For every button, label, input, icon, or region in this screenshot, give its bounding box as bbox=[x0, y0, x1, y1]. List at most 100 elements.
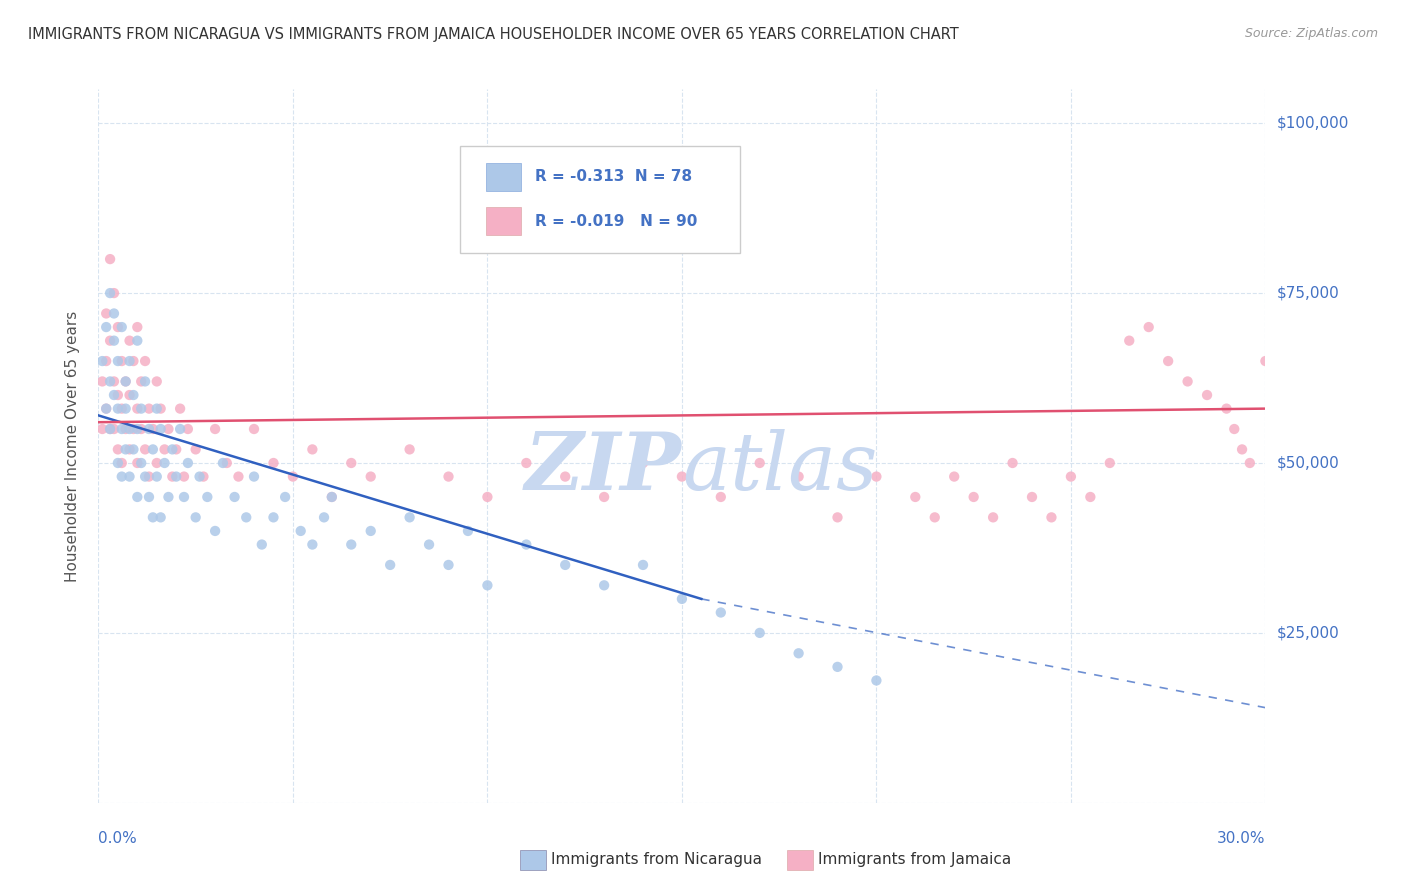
Point bbox=[107, 442, 129, 457]
Point bbox=[122, 354, 145, 368]
Point bbox=[184, 510, 207, 524]
Point bbox=[149, 401, 172, 416]
Point bbox=[107, 388, 129, 402]
Point bbox=[321, 490, 343, 504]
Point bbox=[177, 456, 200, 470]
Point bbox=[129, 401, 152, 416]
Point bbox=[924, 510, 946, 524]
Point bbox=[169, 422, 191, 436]
Point bbox=[111, 422, 134, 436]
Point bbox=[91, 354, 114, 368]
Point bbox=[111, 469, 134, 483]
Point bbox=[827, 510, 849, 524]
Point bbox=[98, 286, 121, 301]
Point bbox=[96, 354, 118, 368]
Point bbox=[127, 334, 149, 348]
Point bbox=[173, 469, 195, 483]
Point bbox=[943, 469, 966, 483]
Point bbox=[118, 422, 141, 436]
Point bbox=[418, 537, 440, 551]
Point bbox=[1060, 469, 1083, 483]
Point bbox=[107, 354, 129, 368]
Point bbox=[184, 442, 207, 457]
Point bbox=[129, 456, 152, 470]
Point bbox=[457, 524, 479, 538]
Point bbox=[149, 510, 172, 524]
Point bbox=[127, 320, 149, 334]
Point bbox=[477, 490, 499, 504]
Point bbox=[865, 469, 887, 483]
Point bbox=[138, 469, 160, 483]
Point bbox=[437, 469, 460, 483]
Bar bbox=[486, 207, 520, 235]
Point bbox=[98, 422, 121, 436]
Point bbox=[103, 286, 125, 301]
Point bbox=[98, 422, 121, 436]
Point bbox=[1215, 401, 1237, 416]
Point bbox=[340, 537, 363, 551]
Point bbox=[111, 456, 134, 470]
Point bbox=[437, 558, 460, 572]
Point bbox=[111, 354, 134, 368]
Point bbox=[1021, 490, 1043, 504]
Text: $25,000: $25,000 bbox=[1277, 625, 1340, 640]
Point bbox=[262, 456, 284, 470]
Point bbox=[134, 375, 156, 389]
Point bbox=[243, 469, 266, 483]
Point bbox=[103, 422, 125, 436]
Point bbox=[114, 375, 136, 389]
Point bbox=[312, 510, 335, 524]
Point bbox=[865, 673, 887, 688]
Point bbox=[1195, 388, 1218, 402]
Point bbox=[127, 401, 149, 416]
Point bbox=[204, 524, 226, 538]
Point bbox=[162, 469, 184, 483]
Point bbox=[671, 469, 693, 483]
Point bbox=[91, 422, 114, 436]
Point bbox=[554, 558, 576, 572]
Point bbox=[142, 442, 165, 457]
Point bbox=[146, 375, 169, 389]
Point bbox=[134, 442, 156, 457]
Point bbox=[281, 469, 304, 483]
Point bbox=[321, 490, 343, 504]
Text: Immigrants from Jamaica: Immigrants from Jamaica bbox=[818, 853, 1011, 867]
Point bbox=[146, 469, 169, 483]
Point bbox=[1230, 442, 1253, 457]
Point bbox=[962, 490, 984, 504]
Point bbox=[114, 401, 136, 416]
Point bbox=[111, 320, 134, 334]
Point bbox=[165, 442, 187, 457]
Point bbox=[153, 442, 176, 457]
Point bbox=[122, 422, 145, 436]
Text: $50,000: $50,000 bbox=[1277, 456, 1340, 470]
Point bbox=[107, 320, 129, 334]
Point bbox=[173, 490, 195, 504]
Point bbox=[103, 334, 125, 348]
Point bbox=[157, 422, 180, 436]
Point bbox=[1254, 354, 1277, 368]
Point bbox=[153, 456, 176, 470]
Point bbox=[301, 442, 323, 457]
Point bbox=[340, 456, 363, 470]
Point bbox=[98, 375, 121, 389]
Point bbox=[1001, 456, 1024, 470]
Point bbox=[1223, 422, 1246, 436]
Point bbox=[904, 490, 927, 504]
Point bbox=[748, 626, 770, 640]
Point bbox=[1177, 375, 1199, 389]
Point bbox=[631, 558, 654, 572]
Point bbox=[91, 375, 114, 389]
Point bbox=[477, 578, 499, 592]
Y-axis label: Householder Income Over 65 years: Householder Income Over 65 years bbox=[65, 310, 80, 582]
Point bbox=[1239, 456, 1261, 470]
Point bbox=[515, 456, 537, 470]
Point bbox=[262, 510, 284, 524]
Point bbox=[129, 422, 152, 436]
Point bbox=[224, 490, 246, 504]
Text: R = -0.019   N = 90: R = -0.019 N = 90 bbox=[534, 214, 697, 228]
Text: ZIP: ZIP bbox=[524, 429, 682, 506]
Point bbox=[127, 456, 149, 470]
Point bbox=[122, 442, 145, 457]
Point bbox=[134, 354, 156, 368]
